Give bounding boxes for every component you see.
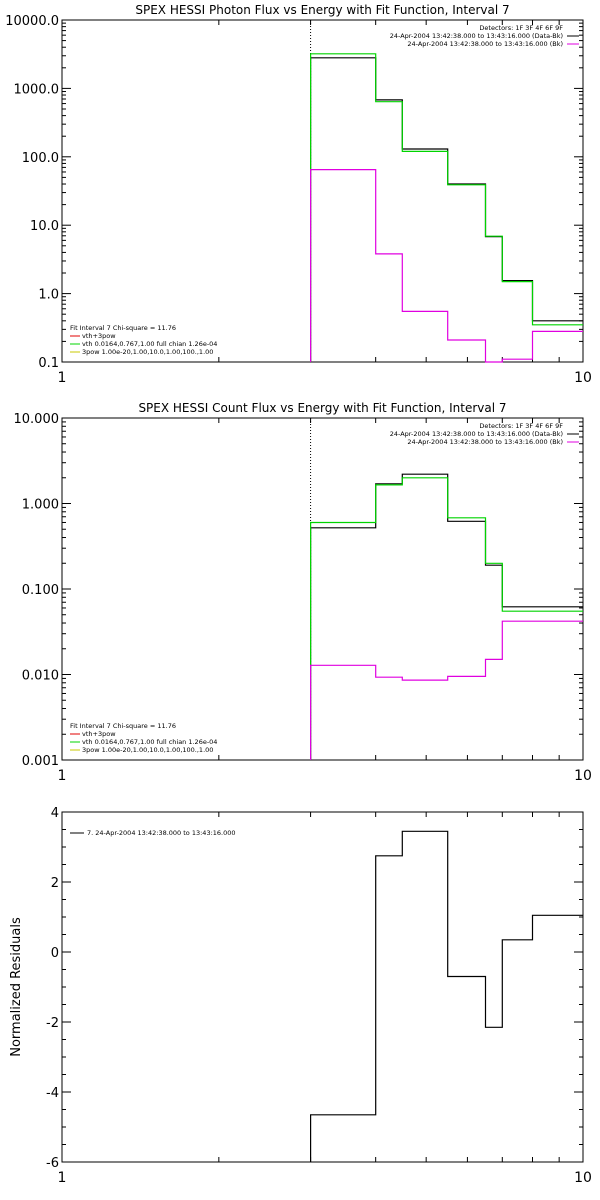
y-tick-label: -4	[46, 1086, 59, 1101]
fit-header-text: Fit Interval 7 Chi-square = 11.76	[70, 722, 176, 730]
plot-frame	[61, 417, 584, 761]
residual-legend-text: 7. 24-Apr-2004 13:42:38.000 to 13:43:16.…	[87, 829, 236, 837]
series-line-3	[310, 620, 583, 760]
fit-legend-text: 3pow 1.00e-20,1.00,10.0,1.00,100.,1.00	[82, 746, 213, 754]
x-tick-label: 1	[58, 370, 67, 386]
chart-panel-2: SPEX HESSI Count Flux vs Energy with Fit…	[14, 401, 592, 784]
y-tick-label: 10000.0	[5, 14, 59, 29]
info-line: Detectors: 1F 3F 4F 6F 9F	[479, 422, 563, 430]
y-tick-label: 1.000	[22, 498, 59, 513]
chart-panel-3: 4 2 0 -2 -4 -61 10 Normalized Residuals 7. 24-Ap…	[9, 806, 592, 1186]
series-line-3	[310, 169, 583, 363]
info-line: Detectors: 1F 3F 4F 6F 9F	[479, 24, 563, 32]
y-tick-label: 100.0	[22, 151, 59, 166]
x-tick-label: 1	[58, 1170, 67, 1186]
x-tick-label: 10	[574, 370, 592, 386]
y-tick-label: 2	[51, 876, 59, 891]
y-tick-label: 10.000	[14, 412, 60, 427]
plot-frame	[61, 19, 584, 363]
info-line: 24-Apr-2004 13:42:38.000 to 13:43:16.000…	[407, 40, 563, 48]
fit-legend-text: 3pow 1.00e-20,1.00,10.0,1.00,100.,1.00	[82, 348, 213, 356]
y-tick-label: 1.0	[38, 288, 59, 303]
series-line-2	[310, 477, 583, 760]
series-line-2	[310, 53, 583, 362]
fit-legend-text: vth 0.0164,0.767,1.00 full chian 1.26e-0…	[82, 340, 217, 348]
y-tick-label: -6	[46, 1156, 59, 1171]
chart-panel-1: SPEX HESSI Photon Flux vs Energy with Fi…	[5, 3, 592, 386]
chart-title: SPEX HESSI Count Flux vs Energy with Fit…	[138, 401, 506, 415]
y-tick-label: 1000.0	[14, 82, 60, 97]
plot-frame	[61, 811, 584, 1163]
fit-legend-text: vth 0.0164,0.767,1.00 full chian 1.26e-0…	[82, 738, 217, 746]
chart-title: SPEX HESSI Photon Flux vs Energy with Fi…	[135, 3, 509, 17]
info-line: 24-Apr-2004 13:42:38.000 to 13:43:16.000…	[390, 32, 563, 40]
y-axis-label: Normalized Residuals	[9, 917, 24, 1057]
y-tick-label: 0.001	[22, 754, 59, 769]
y-tick-label: 0	[51, 946, 59, 961]
series-line-1	[310, 830, 583, 1162]
series-line-1	[310, 57, 583, 362]
fit-legend-text: vth+3pow	[82, 332, 116, 340]
y-tick-label: 4	[51, 806, 59, 821]
x-tick-label: 10	[574, 768, 592, 784]
info-line: 24-Apr-2004 13:42:38.000 to 13:43:16.000…	[390, 430, 563, 438]
info-line: 24-Apr-2004 13:42:38.000 to 13:43:16.000…	[407, 438, 563, 446]
x-tick-label: 10	[574, 1170, 592, 1186]
y-tick-label: 0.100	[22, 583, 59, 598]
fit-legend-text: vth+3pow	[82, 730, 116, 738]
y-tick-label: 10.0	[30, 219, 59, 234]
fit-header-text: Fit Interval 7 Chi-square = 11.76	[70, 324, 176, 332]
series-line-1	[310, 473, 583, 760]
y-tick-label: 0.010	[22, 669, 59, 684]
x-tick-label: 1	[58, 768, 67, 784]
y-tick-label: -2	[46, 1016, 59, 1031]
y-tick-label: 0.1	[38, 356, 59, 371]
